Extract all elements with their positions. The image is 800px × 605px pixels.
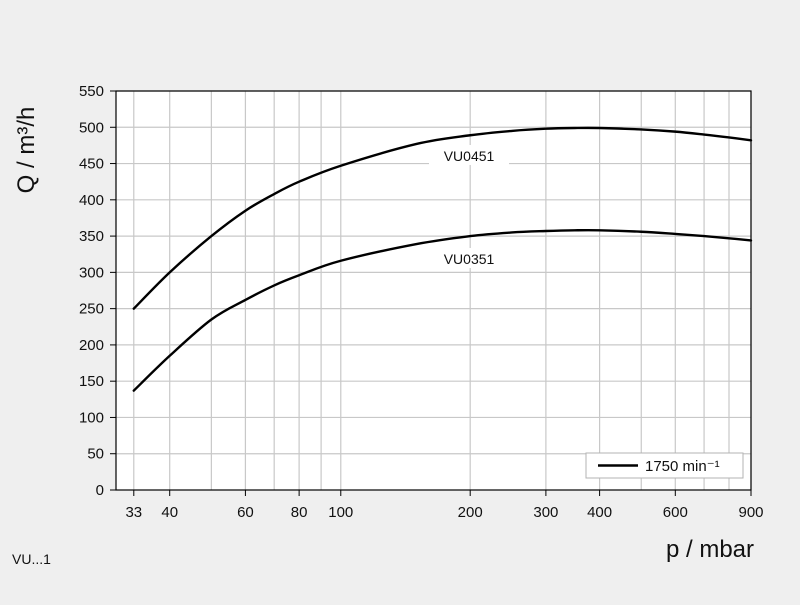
x-tick-label: 100 bbox=[328, 504, 353, 521]
y-tick-label: 150 bbox=[79, 373, 104, 390]
y-tick-label: 100 bbox=[79, 409, 104, 426]
x-axis-title: p / mbar bbox=[666, 536, 754, 563]
series-line-vu0351 bbox=[132, 228, 753, 392]
x-tick-label: 33 bbox=[125, 504, 142, 521]
y-tick-label: 500 bbox=[79, 119, 104, 136]
y-axis-title: Q / m³/h bbox=[13, 107, 40, 194]
y-tick-label: 0 bbox=[96, 482, 104, 499]
y-tick-label: 300 bbox=[79, 264, 104, 281]
x-tick-label: 40 bbox=[161, 504, 178, 521]
curve-label-bg bbox=[429, 145, 509, 165]
legend-entry: 1750 min⁻¹ bbox=[645, 458, 720, 475]
series-layer bbox=[132, 126, 753, 392]
legend: 1750 min⁻¹ bbox=[585, 452, 744, 479]
x-tick-label: 60 bbox=[237, 504, 254, 521]
y-tick-label: 250 bbox=[79, 301, 104, 318]
y-tick-label: 350 bbox=[79, 228, 104, 245]
x-tick-label: 200 bbox=[458, 504, 483, 521]
labels-layer: 0 50 100 150 200 250 300 350 400 450 500 550 33 40 60 8… bbox=[79, 83, 764, 521]
x-tick-label: 600 bbox=[663, 504, 688, 521]
y-tick-label: 50 bbox=[87, 446, 104, 463]
plot-frame bbox=[115, 90, 752, 491]
x-tick-label: 400 bbox=[587, 504, 612, 521]
series-line-vu0451 bbox=[132, 126, 753, 310]
x-tick-label: 80 bbox=[291, 504, 308, 521]
curve-label-bg bbox=[429, 248, 509, 268]
y-tick-label: 550 bbox=[79, 83, 104, 100]
y-tick-label: 450 bbox=[79, 156, 104, 173]
curve-label-vu0451: VU0451 bbox=[444, 148, 495, 164]
y-tick-label: 400 bbox=[79, 192, 104, 209]
y-tick-label: 200 bbox=[79, 337, 104, 354]
curve-label-vu0351: VU0351 bbox=[444, 251, 495, 267]
axes-layer bbox=[110, 90, 752, 496]
footnote: VU...1 bbox=[12, 551, 51, 567]
x-tick-label: 900 bbox=[738, 504, 763, 521]
x-tick-label: 300 bbox=[533, 504, 558, 521]
